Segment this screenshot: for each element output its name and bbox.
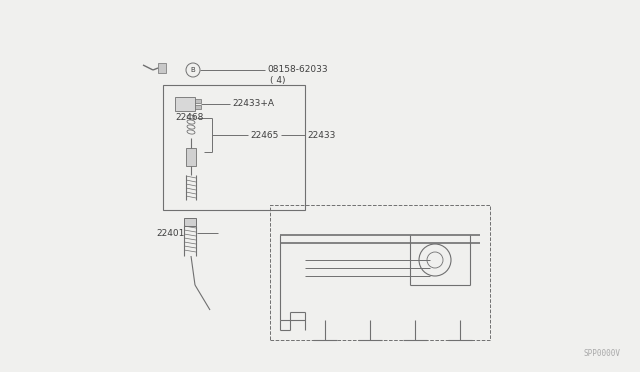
Bar [195, 105, 201, 109]
Text: 22401: 22401 [156, 228, 184, 237]
Bar [163, 85, 305, 210]
Text: ( 4): ( 4) [270, 76, 285, 84]
Bar [184, 218, 196, 226]
Bar [158, 63, 166, 73]
Text: 22465: 22465 [250, 131, 278, 140]
Text: 08158-62033: 08158-62033 [267, 65, 328, 74]
Text: 22433: 22433 [307, 131, 335, 140]
Text: SPP0000V: SPP0000V [583, 349, 620, 358]
Text: 22433+A: 22433+A [232, 99, 274, 109]
Text: B: B [191, 67, 195, 73]
Bar [195, 99, 201, 103]
Bar [186, 148, 196, 166]
Bar [270, 205, 490, 340]
Text: 22468: 22468 [175, 113, 204, 122]
Bar [175, 97, 195, 111]
